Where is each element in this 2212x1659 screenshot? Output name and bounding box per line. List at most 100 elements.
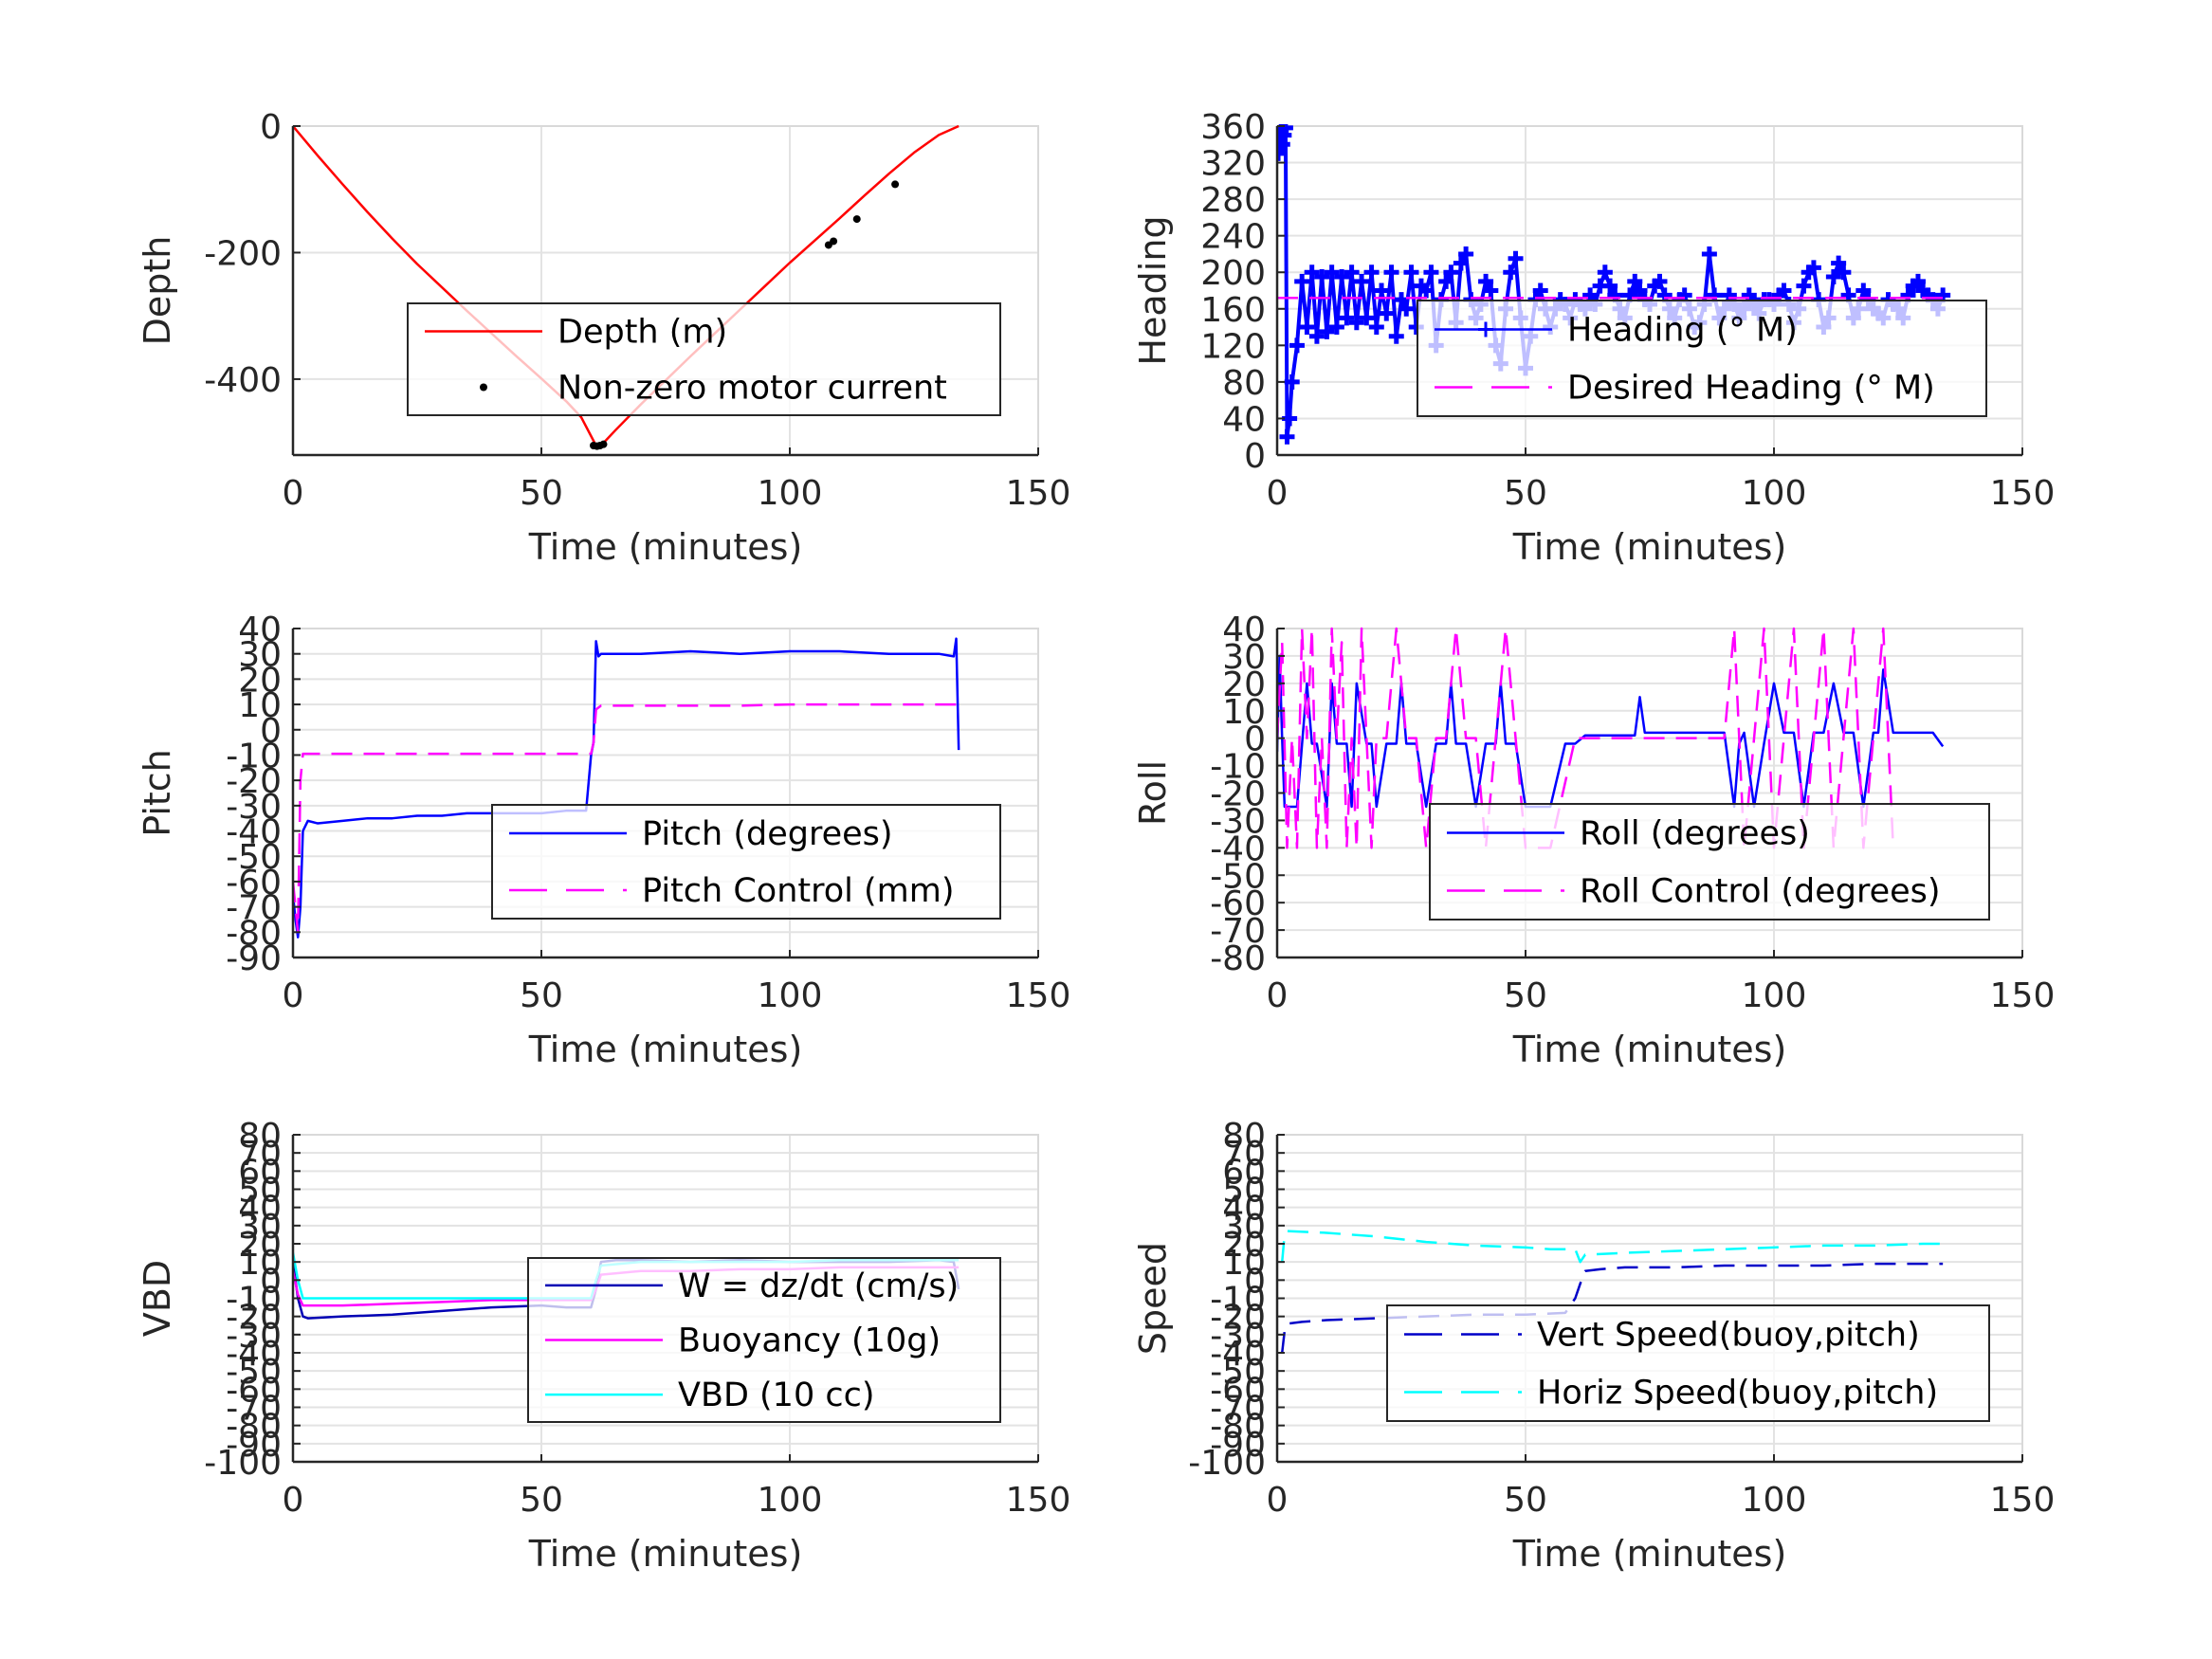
y-tick-label: 80 [1222, 364, 1266, 403]
x-tick-label: 150 [1990, 474, 2056, 513]
legend-label: Pitch (degrees) [642, 815, 893, 853]
y-tick-label: -80 [226, 914, 282, 953]
y-tick-label: 240 [1200, 218, 1266, 257]
y-tick-label: -60 [1210, 884, 1266, 923]
y-tick-label: -100 [204, 1444, 282, 1483]
y-tick-label: 10 [238, 686, 282, 725]
legend-box [491, 804, 1001, 920]
plus-marker [1458, 246, 1474, 262]
legend-swatch-marker [1478, 321, 1493, 337]
plus-marker [1328, 319, 1344, 336]
y-tick-label: 50 [238, 1172, 282, 1211]
plus-marker [1279, 428, 1295, 445]
y-tick-label: 30 [1222, 1208, 1266, 1247]
y-tick-label: 0 [1244, 720, 1266, 759]
y-axis-label: Pitch [137, 749, 178, 837]
plus-marker [1776, 283, 1792, 299]
x-tick-label: 0 [1267, 976, 1289, 1015]
legend: Heading (° M) Desired Heading (° M) [1417, 300, 1987, 417]
y-tick-label: 30 [238, 636, 282, 675]
plus-marker [1910, 273, 1926, 289]
y-tick-label: 40 [1222, 1190, 1266, 1229]
x-tick-label: 100 [1742, 1481, 1807, 1520]
plus-marker [1289, 337, 1305, 354]
y-tick-label: -10 [226, 1281, 282, 1320]
y-tick-label: 30 [238, 1208, 282, 1247]
legend: Depth (m) Non-zero motor current [407, 302, 1001, 416]
plus-marker [1443, 264, 1459, 281]
y-tick-label: 280 [1200, 181, 1266, 220]
y-tick-label: -80 [226, 1408, 282, 1447]
x-tick-label: 50 [520, 474, 563, 513]
plus-marker [1701, 246, 1717, 262]
plus-marker [1652, 273, 1668, 289]
legend: Vert Speed(buoy,pitch) Horiz Speed(buoy,p… [1386, 1304, 1990, 1422]
data-point [830, 237, 838, 246]
plus-marker [1503, 264, 1519, 281]
y-tick-label: -20 [1210, 775, 1266, 814]
y-tick-label: -10 [1210, 1281, 1266, 1320]
x-tick-label: 0 [283, 1481, 304, 1520]
plus-marker [1339, 310, 1355, 326]
plus-marker [1388, 328, 1404, 344]
x-axis-label: Time (minutes) [528, 1029, 803, 1070]
x-tick-label: 50 [1504, 976, 1547, 1015]
y-tick-label: -40 [226, 813, 282, 852]
plus-marker [1383, 264, 1399, 281]
legend-label: Depth (m) [558, 314, 727, 352]
x-axis-label: Time (minutes) [528, 1533, 803, 1575]
legend-label: VBD (10 cc) [678, 1376, 875, 1414]
x-tick-label: 150 [1990, 1481, 2056, 1520]
y-tick-label: 60 [238, 1153, 282, 1192]
plus-marker [1831, 255, 1847, 271]
y-axis-label: Speed [1132, 1242, 1174, 1355]
legend-box [1386, 1304, 1990, 1422]
legend-box [407, 302, 1001, 416]
y-tick-label: 70 [238, 1135, 282, 1174]
plus-marker [1453, 255, 1469, 271]
plus-marker [1314, 269, 1330, 285]
y-tick-label: -60 [226, 1371, 282, 1410]
x-axis-label: Time (minutes) [1512, 1533, 1787, 1575]
y-tick-label: 0 [260, 712, 282, 751]
y-tick-label: 40 [1222, 611, 1266, 649]
series-group [1280, 1230, 1944, 1354]
y-tick-label: 10 [1222, 1244, 1266, 1283]
x-tick-label: 100 [758, 474, 823, 513]
y-tick-label: -100 [1188, 1444, 1266, 1483]
y-tick-label: -40 [1210, 830, 1266, 868]
plus-marker [1363, 264, 1380, 281]
legend-label: Pitch Control (mm) [642, 872, 954, 910]
y-tick-label: 50 [1222, 1172, 1266, 1211]
x-tick-label: 50 [520, 1481, 563, 1520]
y-tick-label: -50 [1210, 857, 1266, 896]
y-tick-label: -70 [1210, 912, 1266, 951]
y-tick-label: -200 [204, 234, 282, 273]
y-tick-label: 80 [238, 1117, 282, 1156]
x-tick-label: 50 [1504, 474, 1547, 513]
y-tick-label: -20 [1210, 1299, 1266, 1338]
y-tick-label: -70 [226, 1390, 282, 1429]
plus-marker [1299, 319, 1315, 336]
y-tick-label: -40 [1210, 1335, 1266, 1374]
plus-marker [1348, 315, 1364, 331]
legend-label: Horiz Speed(buoy,pitch) [1537, 1375, 1938, 1413]
plus-marker [1627, 273, 1643, 289]
legend-label: Roll Control (degrees) [1580, 873, 1941, 911]
y-tick-label: 10 [238, 1244, 282, 1283]
x-tick-label: 0 [283, 976, 304, 1015]
x-tick-label: 100 [758, 976, 823, 1015]
chart-speed: 0 50 100 15080706050403020100-10-20-30-40-5… [1132, 1117, 2055, 1575]
y-tick-label: -80 [1210, 1408, 1266, 1447]
plus-marker [1277, 124, 1293, 136]
y-tick-label: 160 [1200, 291, 1266, 330]
y-tick-label: -30 [1210, 1317, 1266, 1356]
y-tick-label: -70 [226, 889, 282, 928]
y-tick-label: -80 [1210, 939, 1266, 978]
y-tick-label: 360 [1200, 108, 1266, 147]
plus-marker [1532, 283, 1548, 299]
y-tick-label: -60 [226, 864, 282, 902]
chart-pitch: 0 50 100 150403020100-10-20-30-40-50-60-70-… [137, 611, 1070, 1070]
x-tick-label: 100 [758, 1481, 823, 1520]
y-tick-label: -40 [226, 1335, 282, 1374]
